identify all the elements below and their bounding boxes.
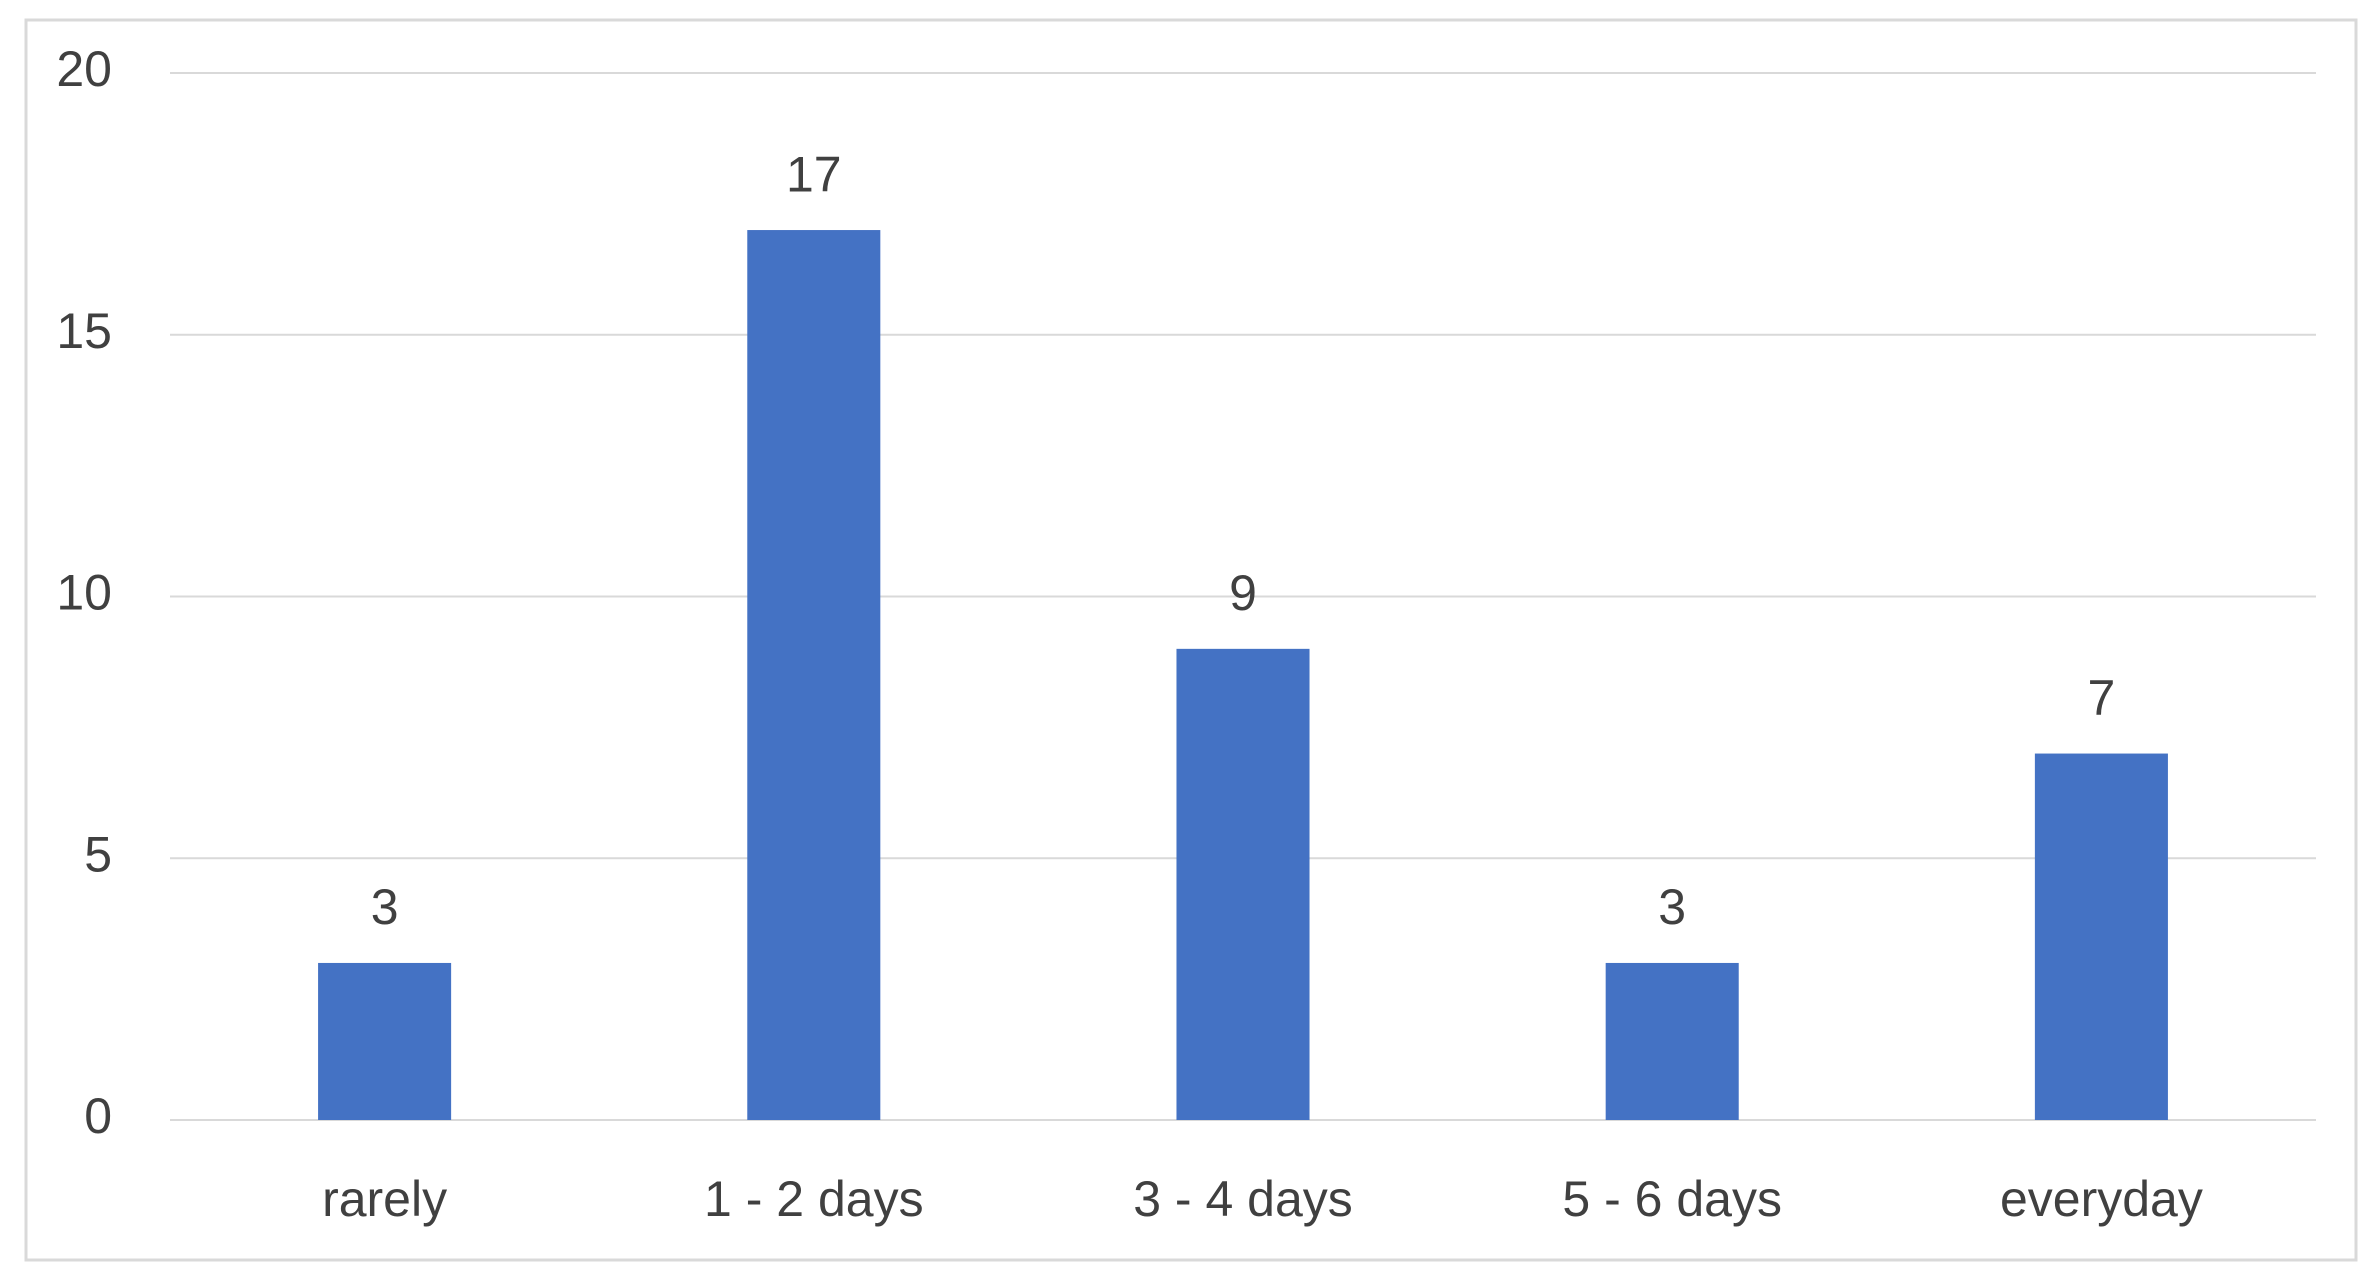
data-label: 17 bbox=[786, 146, 842, 202]
data-label: 7 bbox=[2087, 670, 2115, 726]
y-tick-label: 20 bbox=[56, 41, 112, 97]
y-tick-label: 0 bbox=[84, 1088, 112, 1144]
x-tick-label: everyday bbox=[2000, 1171, 2203, 1227]
bar bbox=[1176, 648, 1310, 1120]
y-tick-label: 15 bbox=[56, 303, 112, 359]
y-tick-label: 5 bbox=[84, 826, 112, 882]
bar bbox=[747, 230, 881, 1121]
bar bbox=[1605, 962, 1739, 1120]
data-label: 9 bbox=[1229, 565, 1257, 621]
data-label: 3 bbox=[1658, 879, 1686, 935]
x-tick-label: 5 - 6 days bbox=[1562, 1171, 1782, 1227]
x-tick-label: rarely bbox=[322, 1171, 447, 1227]
x-tick-label: 1 - 2 days bbox=[704, 1171, 924, 1227]
bar bbox=[318, 962, 452, 1120]
bar bbox=[2034, 753, 2168, 1120]
x-tick-label: 3 - 4 days bbox=[1133, 1171, 1353, 1227]
y-tick-label: 10 bbox=[56, 565, 112, 621]
data-label: 3 bbox=[371, 879, 399, 935]
